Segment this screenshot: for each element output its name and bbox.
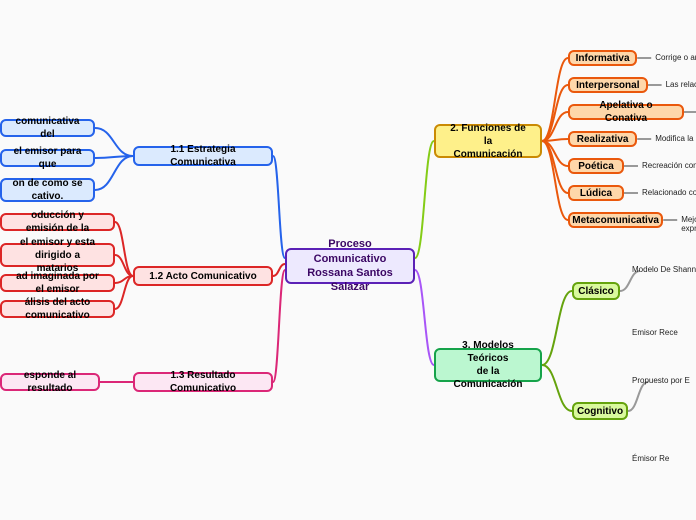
node: Proceso ComunicativoRossana Santos Salaz… [285, 248, 415, 284]
b11: 1.1 Estrategia Comunicativa [133, 146, 273, 166]
node: Realizativa [568, 131, 637, 147]
desc-label: Emisor Rece [632, 328, 678, 337]
node: esponde al resultado [0, 373, 100, 391]
desc-label: Mejoraexpresa [681, 215, 696, 233]
node: Cognitivo [572, 402, 628, 420]
desc-label: Recreación con la goc [642, 161, 696, 170]
b13: 1.3 Resultado Comunicativo [133, 372, 273, 392]
desc-label: Émisor Re [632, 454, 669, 463]
node: álisis del acto comunicativo [0, 300, 115, 318]
b12: 1.2 Acto Comunicativo [133, 266, 273, 286]
node: Apelativa o Conativa [568, 104, 684, 120]
desc-label: Modifica la reali [655, 134, 696, 143]
node: ad imaginada por el emisor [0, 274, 115, 292]
node: oducción y emisión de la [0, 213, 115, 231]
node: Clásico [572, 282, 620, 300]
node: Metacomunicativa [568, 212, 663, 228]
node: el emisor para que [0, 149, 95, 167]
desc-label: Propuesto por E [632, 376, 690, 385]
desc-label: Las relaciones [666, 80, 696, 89]
desc-label: Relacionado con la di [642, 188, 696, 197]
desc-label: Modelo De Shannon [632, 265, 696, 274]
b2: 2. Funciones de laComunicación [434, 124, 542, 158]
node: el emisor y esta dirigido amatarios [0, 243, 115, 267]
node: Informativa [568, 50, 637, 66]
desc-label: Corrige o ampli [655, 53, 696, 62]
node: Lúdica [568, 185, 624, 201]
node: Interpersonal [568, 77, 648, 93]
node: comunicativa del [0, 119, 95, 137]
node: on de como secativo. [0, 178, 95, 202]
node: Poética [568, 158, 624, 174]
b3: 3. Modelos Teóricosde la Comunicación [434, 348, 542, 382]
